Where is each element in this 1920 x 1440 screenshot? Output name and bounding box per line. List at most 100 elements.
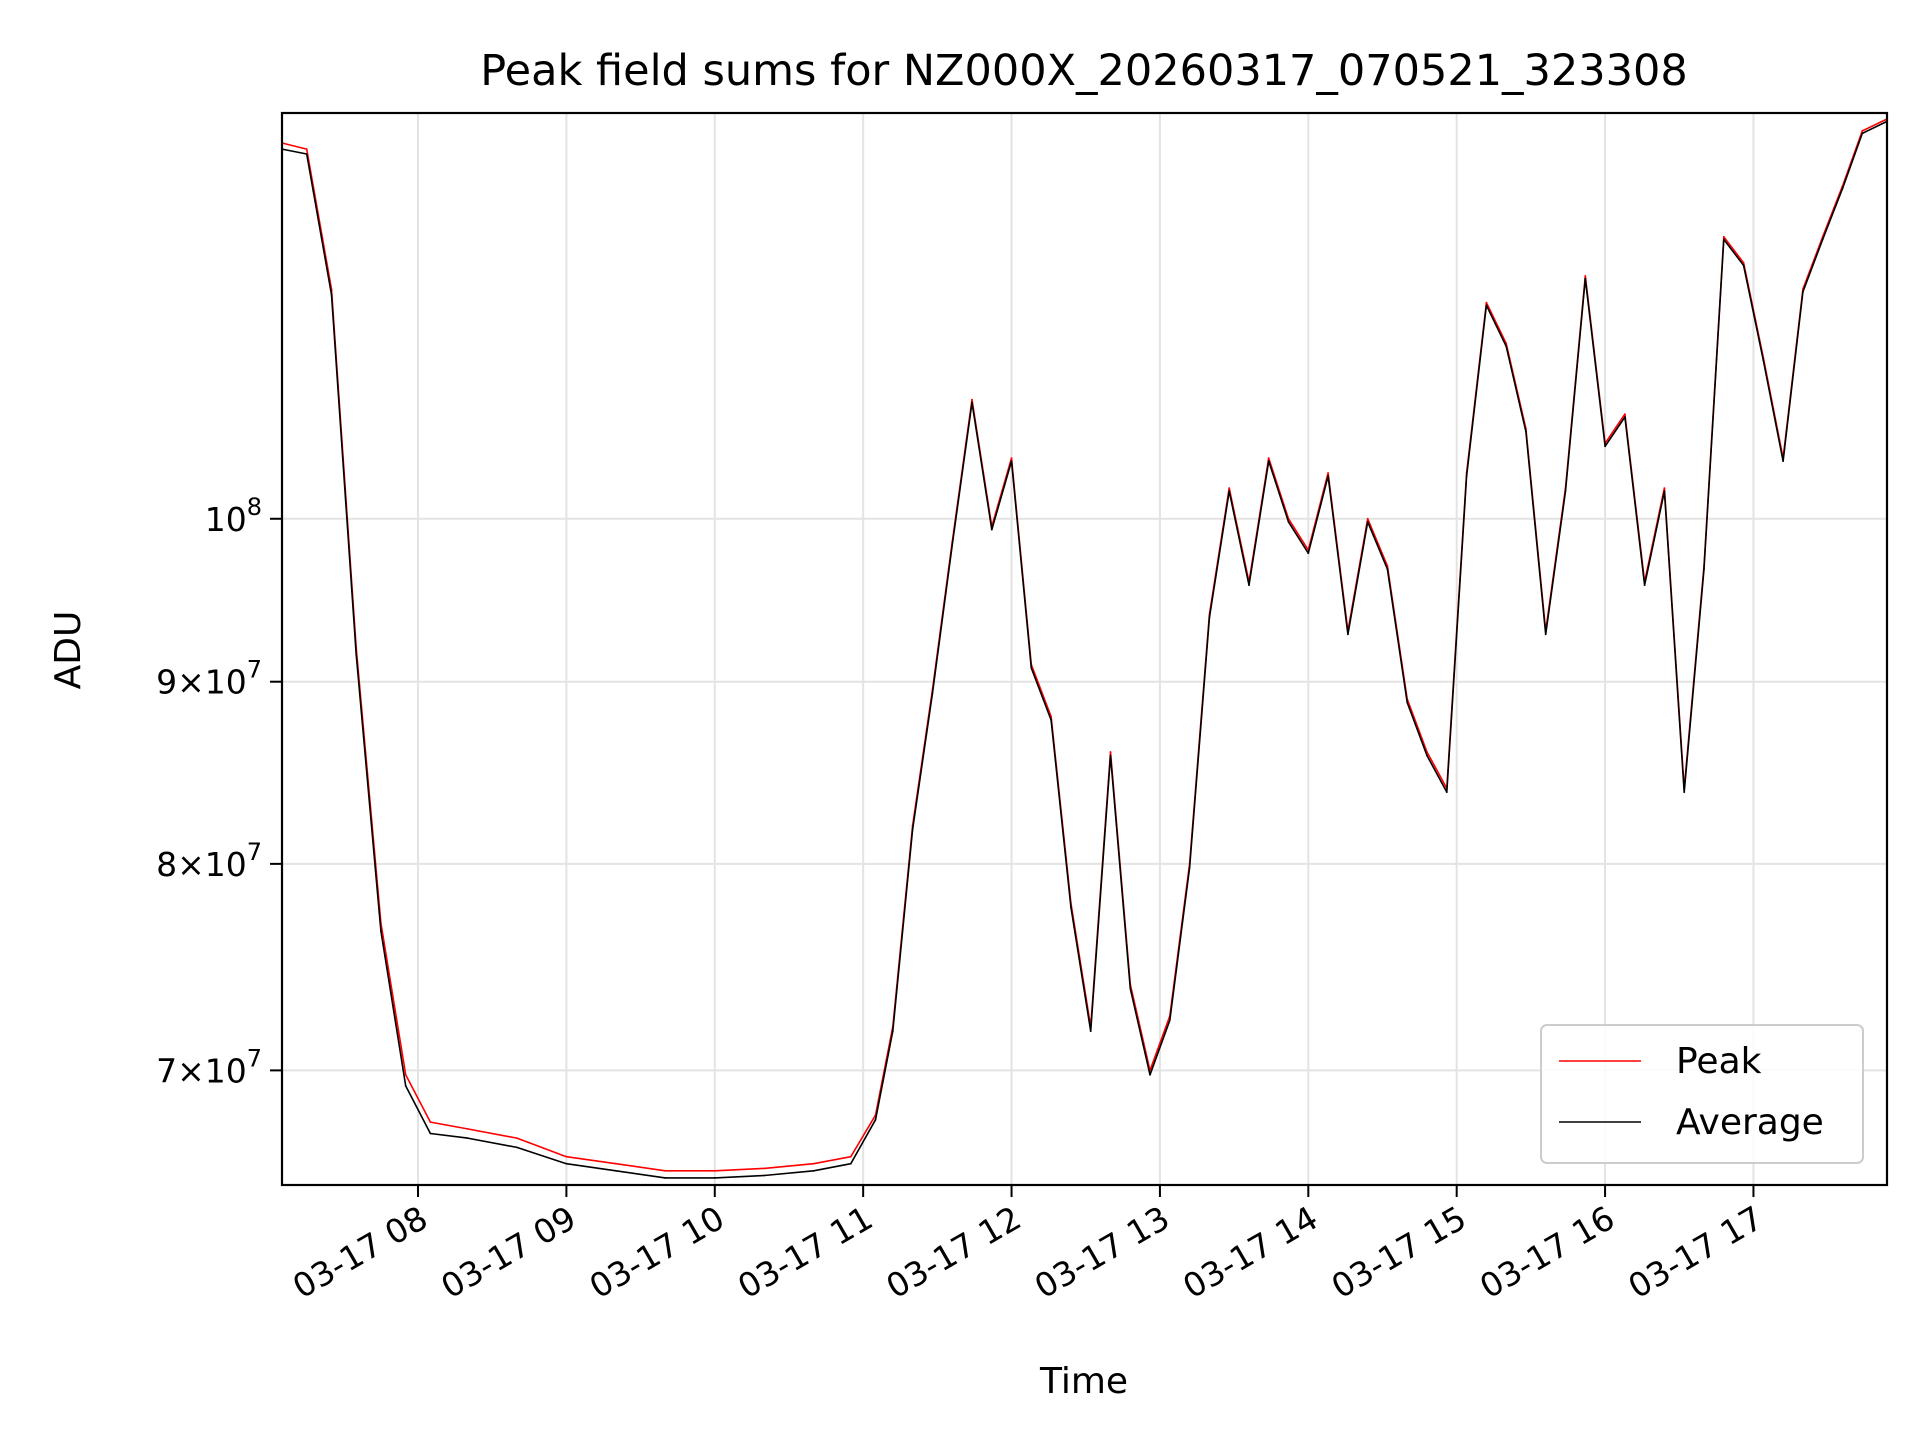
series-average-point xyxy=(1208,616,1211,619)
series-peak-point xyxy=(1861,130,1864,132)
series-average-point xyxy=(713,1177,716,1179)
series-average-point xyxy=(849,1162,852,1165)
y-axis-label: ADU xyxy=(48,611,89,690)
series-average-point xyxy=(1228,490,1231,493)
series-average-point xyxy=(1287,521,1290,523)
series-layer xyxy=(281,118,1888,1179)
series-average-point xyxy=(874,1118,877,1121)
series-average-point xyxy=(466,1137,469,1139)
series-peak-point xyxy=(1366,517,1369,520)
series-average-point xyxy=(1406,701,1409,704)
series-average-point xyxy=(1564,490,1567,493)
y-tick-mantissa: 9 xyxy=(156,663,177,702)
series-average-point xyxy=(1426,754,1428,757)
legend-peak-label: Peak xyxy=(1676,1041,1762,1082)
series-peak-point xyxy=(1663,487,1666,489)
chart-title: Peak field sums for NZ000X_20260317_0705… xyxy=(480,46,1687,96)
series-peak-point xyxy=(849,1155,852,1158)
series-average-point xyxy=(355,653,358,656)
series-average-point xyxy=(1030,667,1033,669)
series-average-point xyxy=(891,1030,894,1032)
series-average-point xyxy=(1089,1030,1092,1032)
series-average-point xyxy=(951,544,954,547)
y-tick-exponent: 7 xyxy=(247,838,262,866)
series-average-point xyxy=(664,1177,667,1179)
series-average-point xyxy=(1802,291,1804,293)
series-average-point xyxy=(1267,460,1270,462)
series-peak-point xyxy=(1109,751,1112,753)
series-average-point xyxy=(990,528,993,531)
grid xyxy=(282,113,1887,1185)
y-tick-exponent: 7 xyxy=(247,1044,262,1072)
series-average-point xyxy=(1505,345,1508,348)
series-average-point xyxy=(1485,304,1488,307)
y-tick-label: 7×107 xyxy=(156,1044,262,1090)
series-average-point xyxy=(1525,430,1527,433)
x-axis-label: Time xyxy=(1039,1361,1128,1402)
series-peak-point xyxy=(404,1073,407,1076)
series-average-point xyxy=(1445,791,1448,793)
series-average-point xyxy=(911,828,914,831)
series-peak-point xyxy=(713,1169,716,1172)
series-average-point xyxy=(330,293,333,296)
series-average-point xyxy=(429,1132,432,1135)
y-tick-times: ×10 xyxy=(177,1051,247,1090)
series-average-point xyxy=(1821,238,1824,241)
y-tick-times: ×10 xyxy=(177,663,247,702)
series-peak-point xyxy=(1584,275,1587,277)
series-peak-point xyxy=(1742,261,1745,264)
series-average-point xyxy=(1861,132,1864,135)
series-peak-point xyxy=(305,148,308,151)
legend-average-label: Average xyxy=(1676,1102,1824,1143)
y-tick-label: 9×107 xyxy=(156,656,262,702)
series-average-point xyxy=(1366,521,1369,523)
series-peak-point xyxy=(1485,301,1488,304)
series-peak-point xyxy=(1327,472,1329,474)
series-peak-point xyxy=(615,1162,617,1165)
legend-box xyxy=(1540,1024,1864,1164)
series-average-point xyxy=(1742,264,1745,267)
y-tick-mantissa: 7 xyxy=(156,1051,177,1090)
series-average-point xyxy=(1188,866,1191,869)
series-average-point xyxy=(931,692,934,695)
series-peak-point xyxy=(1624,413,1626,415)
series-peak-point xyxy=(1722,235,1725,238)
series-average-point xyxy=(1643,584,1646,586)
series-peak-point xyxy=(1267,457,1270,459)
series-average-point xyxy=(1663,490,1666,493)
series-average-point xyxy=(1149,1073,1151,1076)
series-average-point xyxy=(971,401,973,404)
y-tick-mantissa: 8 xyxy=(156,845,177,884)
series-average-point xyxy=(404,1085,407,1087)
y-tick-exponent: 8 xyxy=(247,493,262,521)
series-average-point xyxy=(1544,633,1547,636)
series-peak-point xyxy=(664,1169,667,1172)
y-tick-times: ×10 xyxy=(177,845,247,884)
series-average-point xyxy=(1050,719,1052,721)
plot-frame xyxy=(280,111,1889,1187)
series-average-point xyxy=(1168,1019,1171,1022)
series-average-point xyxy=(305,153,308,155)
series-peak-point xyxy=(971,398,973,401)
series-peak-point xyxy=(763,1167,766,1170)
series-average-point xyxy=(812,1169,815,1172)
series-average-point xyxy=(1683,791,1686,793)
series-average-point xyxy=(1841,187,1844,190)
y-tick-exponent: 7 xyxy=(247,656,262,684)
series-peak-point xyxy=(812,1162,815,1165)
series-peak-point xyxy=(429,1121,432,1123)
series-average-point xyxy=(1604,445,1606,448)
series-average-point xyxy=(763,1174,766,1177)
series-peak-point xyxy=(565,1155,568,1158)
series-average-point xyxy=(1782,460,1784,462)
series-average-point xyxy=(516,1146,518,1149)
series-peak-point xyxy=(516,1137,518,1139)
series-average-point xyxy=(1010,460,1013,462)
series-average-point xyxy=(1347,633,1349,636)
series-average-point xyxy=(1703,568,1705,570)
y-tick-label: 108 xyxy=(205,493,262,539)
series-peak-point xyxy=(466,1128,469,1130)
